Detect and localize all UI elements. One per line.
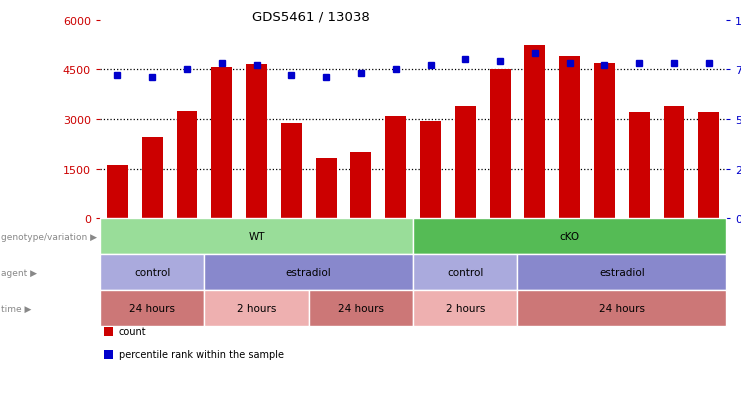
Text: 2 hours: 2 hours — [237, 303, 276, 313]
Bar — [246, 65, 267, 219]
Bar — [663, 107, 685, 219]
Text: cKO: cKO — [559, 231, 579, 242]
Text: 24 hours: 24 hours — [338, 303, 384, 313]
Text: count: count — [119, 327, 146, 337]
Bar — [350, 153, 371, 219]
Bar — [559, 57, 580, 219]
Bar — [107, 165, 128, 219]
Bar — [594, 64, 615, 219]
Bar — [629, 113, 650, 219]
Text: GDS5461 / 13038: GDS5461 / 13038 — [253, 10, 370, 23]
Text: 2 hours: 2 hours — [445, 303, 485, 313]
Text: WT: WT — [248, 231, 265, 242]
Bar — [211, 68, 232, 219]
Bar — [698, 113, 720, 219]
Text: 24 hours: 24 hours — [599, 303, 645, 313]
Text: estradiol: estradiol — [599, 267, 645, 278]
Bar — [281, 124, 302, 219]
Text: 24 hours: 24 hours — [129, 303, 175, 313]
Text: estradiol: estradiol — [286, 267, 332, 278]
Bar — [142, 138, 163, 219]
Bar — [455, 107, 476, 219]
Text: time ▶: time ▶ — [1, 304, 31, 313]
Bar — [385, 116, 406, 219]
Bar — [490, 70, 511, 219]
Bar — [176, 112, 197, 219]
Bar — [525, 45, 545, 219]
Bar — [316, 159, 336, 219]
Text: control: control — [134, 267, 170, 278]
Text: control: control — [447, 267, 483, 278]
Text: agent ▶: agent ▶ — [1, 268, 37, 277]
Text: percentile rank within the sample: percentile rank within the sample — [119, 349, 284, 359]
Text: genotype/variation ▶: genotype/variation ▶ — [1, 232, 97, 241]
Bar — [420, 121, 441, 219]
